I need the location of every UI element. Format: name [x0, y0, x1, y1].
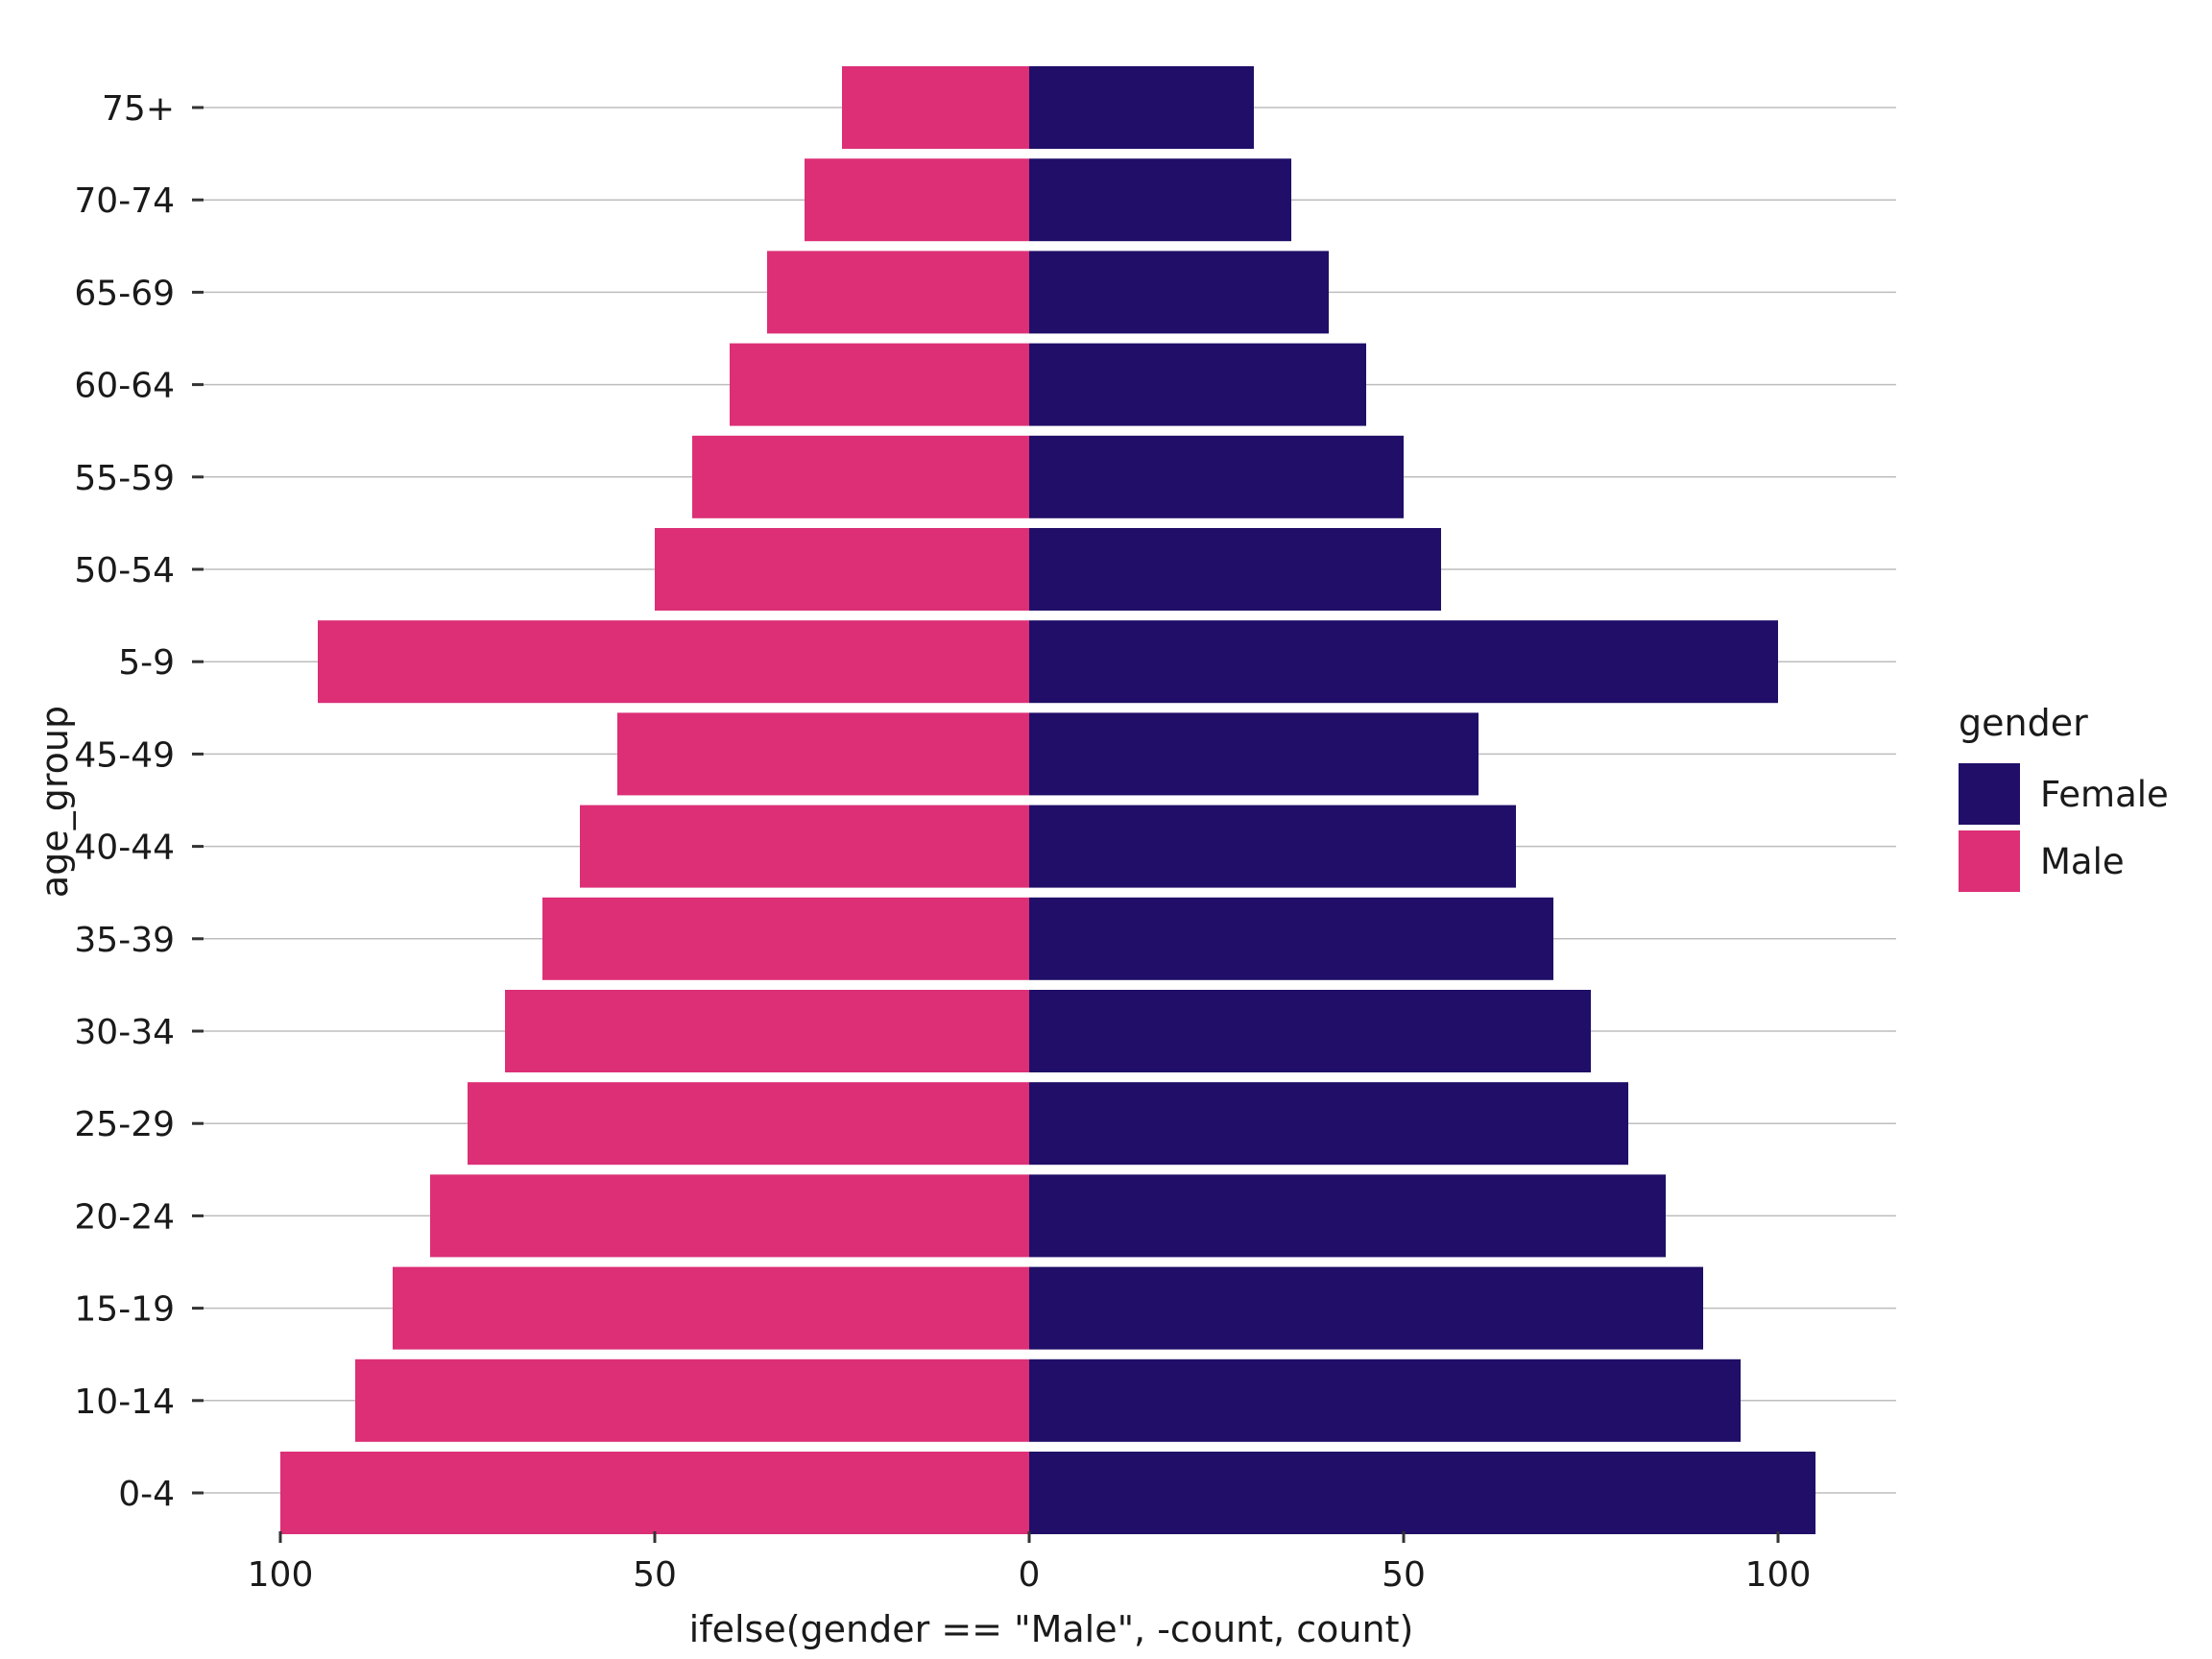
bar-female-70-74 — [1029, 158, 1291, 242]
bar-male-55-59 — [692, 435, 1029, 518]
legend-label-male: Male — [2040, 841, 2125, 882]
bar-female-0-4 — [1029, 1452, 1815, 1534]
y-tick-label: 10-14 — [74, 1382, 175, 1422]
legend-title: gender — [1959, 702, 2088, 744]
bar-female-45-49 — [1029, 712, 1479, 796]
bar-male-15-19 — [393, 1266, 1029, 1350]
bar-female-65-69 — [1029, 251, 1329, 334]
y-tick-label: 15-19 — [74, 1290, 175, 1330]
bar-male-35-39 — [542, 897, 1029, 980]
bar-female-20-24 — [1029, 1174, 1666, 1258]
legend-key-female — [1959, 763, 2020, 825]
bar-female-75+ — [1029, 66, 1254, 149]
bar-male-25-29 — [468, 1082, 1029, 1166]
x-tick-label: 50 — [1382, 1555, 1426, 1595]
bar-male-30-34 — [505, 990, 1029, 1072]
bar-female-40-44 — [1029, 805, 1516, 888]
bar-male-70-74 — [805, 158, 1029, 242]
y-tick-label: 60-64 — [74, 367, 175, 406]
x-axis: 100 50 0 50 100 — [248, 1531, 1812, 1595]
y-tick-label: 75+ — [102, 89, 175, 129]
bar-female-50-54 — [1029, 528, 1441, 611]
y-tick-label: 50-54 — [74, 551, 175, 590]
bars — [280, 66, 1815, 1534]
y-tick-label: 25-29 — [74, 1105, 175, 1144]
bar-male-10-14 — [355, 1358, 1029, 1442]
y-tick-label: 0-4 — [118, 1475, 175, 1514]
y-tick-label: 40-44 — [74, 829, 175, 868]
bar-male-45-49 — [617, 712, 1029, 796]
bar-female-35-39 — [1029, 897, 1553, 980]
bar-female-60-64 — [1029, 343, 1366, 426]
y-tick-label: 70-74 — [74, 181, 175, 221]
y-tick-label: 45-49 — [74, 735, 175, 775]
bar-male-40-44 — [580, 805, 1029, 888]
bar-female-5-9 — [1029, 620, 1778, 704]
bar-male-50-54 — [655, 528, 1029, 611]
bar-female-25-29 — [1029, 1082, 1628, 1166]
x-tick-label: 100 — [1745, 1555, 1812, 1595]
y-tick-label: 5-9 — [118, 643, 175, 683]
bar-male-20-24 — [430, 1174, 1029, 1258]
legend: gender Female Male — [1959, 702, 2169, 892]
y-tick-label: 55-59 — [74, 459, 175, 498]
bar-female-30-34 — [1029, 990, 1591, 1072]
y-tick-label: 20-24 — [74, 1197, 175, 1237]
y-tick-label: 35-39 — [74, 921, 175, 960]
bar-male-0-4 — [280, 1452, 1029, 1534]
y-tick-label: 30-34 — [74, 1013, 175, 1052]
x-tick-label: 100 — [248, 1555, 314, 1595]
x-axis-title: ifelse(gender == "Male", -count, count) — [689, 1608, 1414, 1650]
bar-male-60-64 — [730, 343, 1029, 426]
bar-female-55-59 — [1029, 435, 1404, 518]
bar-male-65-69 — [767, 251, 1029, 334]
legend-label-female: Female — [2040, 774, 2169, 815]
x-tick-label: 50 — [633, 1555, 677, 1595]
y-tick-label: 65-69 — [74, 274, 175, 313]
bar-female-15-19 — [1029, 1266, 1703, 1350]
legend-key-male — [1959, 830, 2020, 892]
bar-male-5-9 — [318, 620, 1029, 704]
bar-female-10-14 — [1029, 1358, 1741, 1442]
y-axis-title: age_group — [34, 706, 76, 898]
x-tick-label: 0 — [1019, 1555, 1041, 1595]
bar-male-75+ — [842, 66, 1029, 149]
y-axis: 0-4 10-14 15-19 20-24 25-29 30-34 35-39 40-44 45… — [74, 89, 204, 1514]
